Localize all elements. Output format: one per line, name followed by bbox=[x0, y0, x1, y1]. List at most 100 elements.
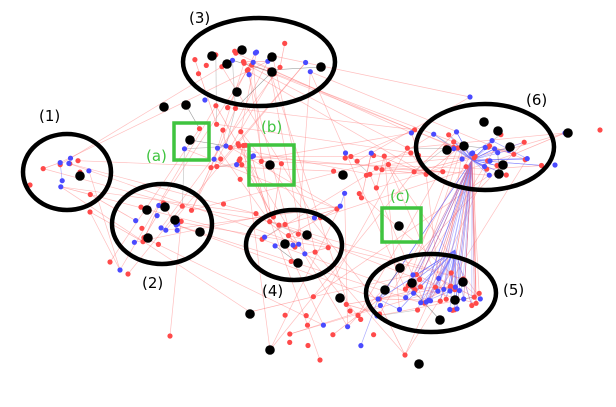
red-node bbox=[241, 60, 247, 66]
hub-node bbox=[267, 52, 277, 62]
red-node bbox=[373, 165, 379, 171]
red-node bbox=[236, 158, 242, 164]
red-node bbox=[295, 231, 301, 237]
network-edge bbox=[243, 62, 408, 149]
red-node bbox=[287, 339, 293, 345]
hub-node bbox=[222, 59, 232, 69]
hub-node bbox=[293, 258, 303, 268]
network-edge bbox=[269, 221, 464, 280]
network-edge bbox=[89, 211, 144, 242]
hub-node bbox=[265, 160, 275, 170]
highlight-c-label: (c) bbox=[390, 187, 410, 205]
red-node bbox=[238, 129, 244, 135]
red-node bbox=[455, 145, 461, 151]
community-outlines-layer bbox=[20, 15, 557, 335]
network-edge bbox=[217, 147, 270, 222]
blue-node bbox=[250, 59, 256, 65]
red-node bbox=[446, 132, 452, 138]
red-node bbox=[138, 204, 144, 210]
network-edge bbox=[433, 133, 455, 150]
network-edge bbox=[243, 61, 454, 143]
red-node bbox=[237, 176, 243, 182]
red-node bbox=[476, 290, 482, 296]
network-edge bbox=[463, 159, 473, 300]
network-edge bbox=[382, 169, 427, 175]
network-edge bbox=[424, 159, 473, 304]
red-node bbox=[451, 139, 457, 145]
blue-node bbox=[133, 218, 139, 224]
red-node bbox=[267, 219, 273, 225]
network-edge bbox=[60, 66, 223, 165]
blue-node bbox=[358, 343, 364, 349]
network-edge bbox=[60, 61, 268, 163]
red-node bbox=[538, 162, 545, 169]
red-node bbox=[282, 40, 288, 47]
red-node bbox=[371, 332, 377, 338]
red-node bbox=[330, 332, 336, 338]
blue-node bbox=[58, 184, 64, 190]
red-node bbox=[310, 294, 316, 300]
red-node bbox=[213, 103, 219, 109]
blue-node bbox=[481, 163, 488, 170]
red-node bbox=[75, 158, 81, 164]
hub-node bbox=[280, 239, 290, 249]
network-edge bbox=[413, 147, 447, 173]
blue-node bbox=[156, 202, 162, 209]
network-edge bbox=[455, 159, 473, 288]
network-edge bbox=[248, 74, 294, 246]
red-node bbox=[408, 150, 414, 156]
blue-node bbox=[272, 243, 278, 249]
blue-node bbox=[57, 160, 63, 166]
network-edge bbox=[471, 149, 510, 161]
blue-node bbox=[181, 146, 188, 152]
blue-node bbox=[482, 144, 488, 151]
blue-node bbox=[158, 225, 164, 231]
red-node bbox=[343, 301, 349, 307]
network-edge bbox=[88, 170, 121, 271]
red-node bbox=[236, 143, 242, 149]
network-edge bbox=[350, 129, 415, 157]
blue-node bbox=[452, 284, 458, 290]
network-edge bbox=[213, 63, 245, 160]
blue-node bbox=[202, 97, 208, 103]
red-node bbox=[373, 185, 379, 191]
hub-node bbox=[143, 233, 153, 243]
community-3-outline bbox=[180, 15, 338, 109]
red-node bbox=[355, 312, 361, 318]
network-edge bbox=[310, 71, 406, 290]
hub-node bbox=[479, 117, 489, 127]
community-4-outline bbox=[243, 207, 345, 283]
network-edge bbox=[68, 163, 299, 245]
hub-node bbox=[442, 145, 452, 155]
red-node bbox=[473, 300, 479, 306]
blue-node bbox=[154, 213, 160, 219]
network-edge bbox=[457, 147, 473, 161]
network-edge bbox=[165, 62, 306, 231]
community-5-outline bbox=[363, 251, 499, 335]
network-edge bbox=[450, 159, 473, 287]
red-node bbox=[342, 155, 348, 161]
red-node bbox=[167, 333, 173, 339]
red-node bbox=[139, 225, 145, 231]
network-edge bbox=[160, 67, 281, 229]
blue-node bbox=[423, 299, 429, 305]
blue-node bbox=[492, 146, 498, 152]
hub-node bbox=[338, 170, 348, 180]
red-node bbox=[285, 233, 292, 239]
blue-node bbox=[454, 306, 460, 312]
network-edge bbox=[379, 289, 416, 300]
red-node bbox=[437, 298, 443, 304]
red-node bbox=[227, 144, 233, 151]
hub-node bbox=[207, 51, 217, 61]
red-node bbox=[312, 249, 318, 255]
blue-node bbox=[66, 160, 72, 166]
network-edge bbox=[346, 298, 379, 305]
network-edge bbox=[60, 186, 257, 214]
network-edge bbox=[377, 267, 401, 300]
network-edge bbox=[471, 159, 475, 298]
hub-node bbox=[459, 141, 469, 151]
blue-node bbox=[467, 94, 473, 100]
network-edge bbox=[247, 70, 427, 175]
red-node bbox=[402, 352, 408, 358]
